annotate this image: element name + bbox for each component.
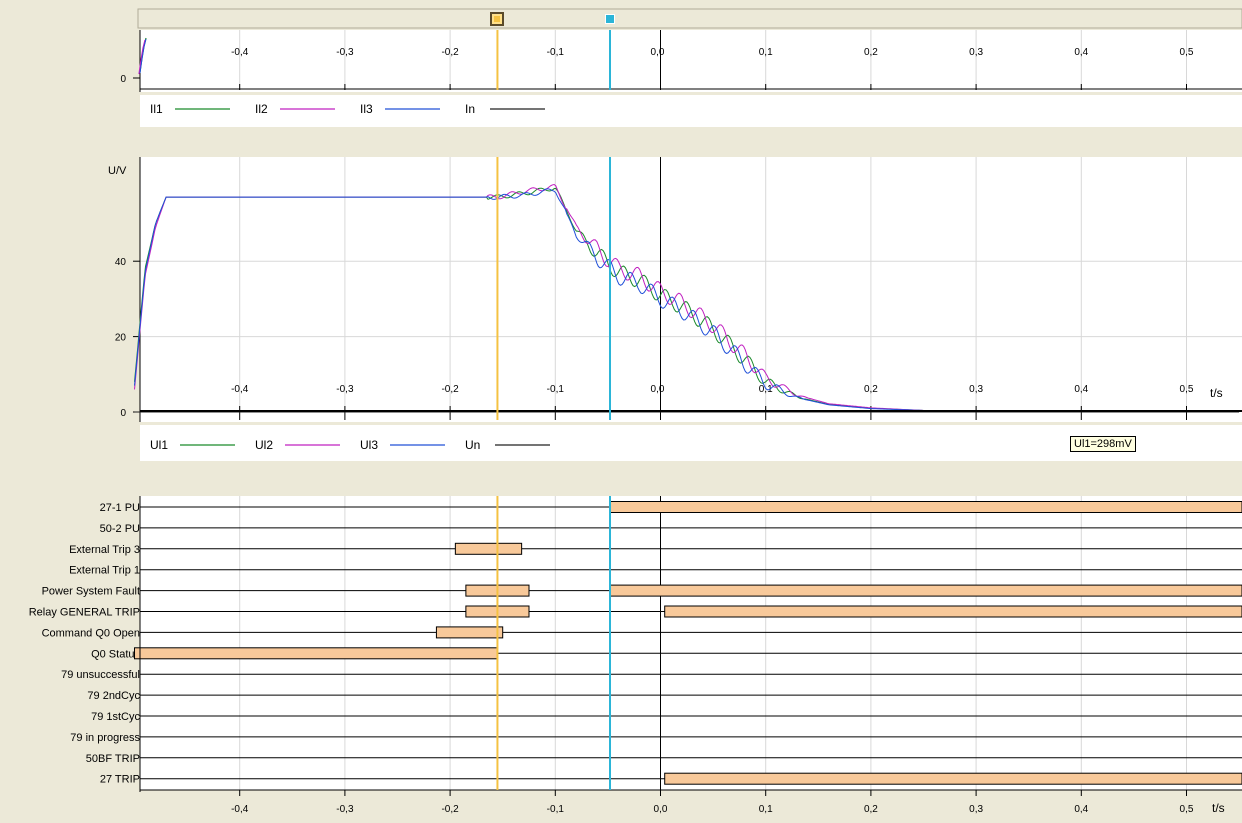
binary-x-tick-label: 0,5 bbox=[1180, 804, 1194, 815]
binary-x-tick-label: -0,3 bbox=[336, 804, 354, 815]
current-x-tick-label: -0,2 bbox=[441, 47, 459, 58]
signal-label: 27 TRIP bbox=[100, 774, 140, 786]
current-x-tick-label: -0,4 bbox=[231, 47, 249, 58]
current-x-tick-label: 0,4 bbox=[1074, 47, 1088, 58]
current-x-tick-label: -0,3 bbox=[336, 47, 354, 58]
current-legend bbox=[140, 95, 1242, 127]
binary-x-tick-label: -0,2 bbox=[441, 804, 459, 815]
binary-x-tick-label: 0,4 bbox=[1074, 804, 1088, 815]
voltage-x-tick-label: 0,4 bbox=[1074, 384, 1088, 395]
voltage-legend-label-ul3: Ul3 bbox=[360, 438, 378, 452]
signal-label: Power System Fault bbox=[42, 586, 140, 598]
current-x-tick-label: 0,1 bbox=[759, 47, 773, 58]
binary-x-tick-label: -0,4 bbox=[231, 804, 249, 815]
binary-x-axis-label: t/s bbox=[1212, 801, 1225, 815]
current-x-tick-label: 0,5 bbox=[1180, 47, 1194, 58]
binary-x-tick-label: 0,3 bbox=[969, 804, 983, 815]
binary-plot-area bbox=[140, 496, 1242, 790]
voltage-legend bbox=[140, 425, 1242, 461]
current-x-tick-label: 0,3 bbox=[969, 47, 983, 58]
voltage-legend-label-ul1: Ul1 bbox=[150, 438, 168, 452]
current-legend-label-in: In bbox=[465, 102, 475, 116]
current-x-tick-label: 0,2 bbox=[864, 47, 878, 58]
voltage-legend-label-un: Un bbox=[465, 438, 480, 452]
binary-x-tick-label: 0,1 bbox=[759, 804, 773, 815]
cursor-2-marker[interactable] bbox=[605, 14, 615, 24]
voltage-x-tick-label: -0,1 bbox=[547, 384, 565, 395]
signal-active-bar bbox=[454, 542, 523, 555]
voltage-x-tick-label: 0,5 bbox=[1180, 384, 1194, 395]
voltage-x-axis-label: t/s bbox=[1210, 386, 1223, 400]
voltage-x-tick-label: 0,3 bbox=[969, 384, 983, 395]
signal-label: External Trip 1 bbox=[69, 565, 140, 577]
voltage-x-tick-label: -0,2 bbox=[441, 384, 459, 395]
voltage-x-tick-label: -0,3 bbox=[336, 384, 354, 395]
signal-label: 50BF TRIP bbox=[86, 753, 140, 765]
signal-label: 79 unsuccessful bbox=[61, 669, 140, 681]
current-legend-label-il2: Il2 bbox=[255, 102, 268, 116]
binary-x-tick-label: -0,1 bbox=[547, 804, 565, 815]
binary-x-tick-label: 0,0 bbox=[654, 804, 668, 815]
cursor-1-marker[interactable] bbox=[490, 12, 505, 26]
signal-active-bar bbox=[609, 501, 1242, 513]
signal-active-bar bbox=[134, 647, 498, 660]
voltage-x-tick-label: -0,4 bbox=[231, 384, 249, 395]
voltage-x-tick-label: 0,2 bbox=[864, 384, 878, 395]
signal-active-bar bbox=[664, 605, 1242, 618]
voltage-x-tick-label: 0,0 bbox=[651, 384, 665, 395]
current-plot-area bbox=[140, 30, 1242, 92]
signal-label: 79 in progress bbox=[70, 732, 140, 744]
signal-label: External Trip 3 bbox=[69, 544, 140, 556]
signal-label: Relay GENERAL TRIP bbox=[29, 607, 140, 619]
signal-label: Q0 Status bbox=[91, 648, 140, 660]
voltage-y-tick-label: 0 bbox=[120, 408, 126, 419]
current-trace-il3 bbox=[139, 38, 147, 74]
signal-active-bar bbox=[435, 626, 504, 639]
binary-x-tick-label: 0,2 bbox=[864, 804, 878, 815]
current-y-tick-label: 0 bbox=[120, 74, 126, 85]
value-tooltip: Ul1=298mV bbox=[1070, 436, 1136, 452]
signal-active-bar bbox=[609, 584, 1242, 597]
signal-active-bar bbox=[664, 772, 1242, 785]
signal-label: Command Q0 Open bbox=[42, 627, 140, 639]
voltage-x-tick-label: 0,1 bbox=[759, 384, 773, 395]
current-x-tick-label: -0,1 bbox=[547, 47, 565, 58]
signal-label: 50-2 PU bbox=[100, 523, 140, 535]
signal-label: 27-1 PU bbox=[100, 502, 140, 514]
time-scrollbar[interactable] bbox=[137, 8, 1242, 29]
current-legend-label-il3: Il3 bbox=[360, 102, 373, 116]
signal-label: 79 1stCyc bbox=[91, 711, 140, 723]
current-trace-il2 bbox=[138, 39, 146, 75]
voltage-plot-area bbox=[140, 157, 1242, 422]
voltage-y-axis-label: U/V bbox=[108, 165, 127, 177]
voltage-y-tick-label: 20 bbox=[115, 333, 127, 344]
signal-label: 79 2ndCyc bbox=[87, 690, 140, 702]
current-legend-label-il1: Il1 bbox=[150, 102, 163, 116]
current-x-tick-label: 0,0 bbox=[651, 47, 665, 58]
voltage-y-tick-label: 40 bbox=[115, 257, 127, 268]
voltage-legend-label-ul2: Ul2 bbox=[255, 438, 273, 452]
